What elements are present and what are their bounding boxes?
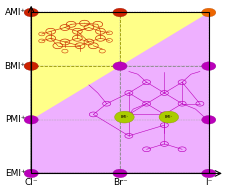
Text: BMI⁺: BMI⁺ [120, 115, 128, 119]
Circle shape [24, 169, 38, 178]
Circle shape [24, 115, 38, 124]
Polygon shape [31, 12, 209, 174]
Circle shape [113, 8, 127, 17]
Text: AMI⁺: AMI⁺ [5, 8, 26, 17]
Polygon shape [31, 12, 209, 120]
Circle shape [115, 111, 134, 123]
Bar [120, 66, 209, 174]
Circle shape [159, 111, 179, 123]
Text: EMI⁺: EMI⁺ [5, 169, 26, 178]
Bar [31, 12, 120, 66]
Text: I⁻: I⁻ [205, 178, 213, 187]
Text: Br⁻: Br⁻ [113, 178, 127, 187]
Circle shape [202, 8, 216, 17]
Text: BMI⁺: BMI⁺ [165, 115, 173, 119]
Bar [31, 12, 209, 174]
Text: Cl⁻: Cl⁻ [24, 178, 38, 187]
Circle shape [202, 62, 216, 70]
Text: PMI⁺: PMI⁺ [5, 115, 26, 124]
Circle shape [202, 115, 216, 124]
Circle shape [24, 8, 38, 17]
Circle shape [113, 62, 127, 70]
Circle shape [113, 169, 127, 178]
Text: BMI⁺: BMI⁺ [5, 62, 26, 71]
Circle shape [24, 62, 38, 70]
Circle shape [202, 169, 216, 178]
